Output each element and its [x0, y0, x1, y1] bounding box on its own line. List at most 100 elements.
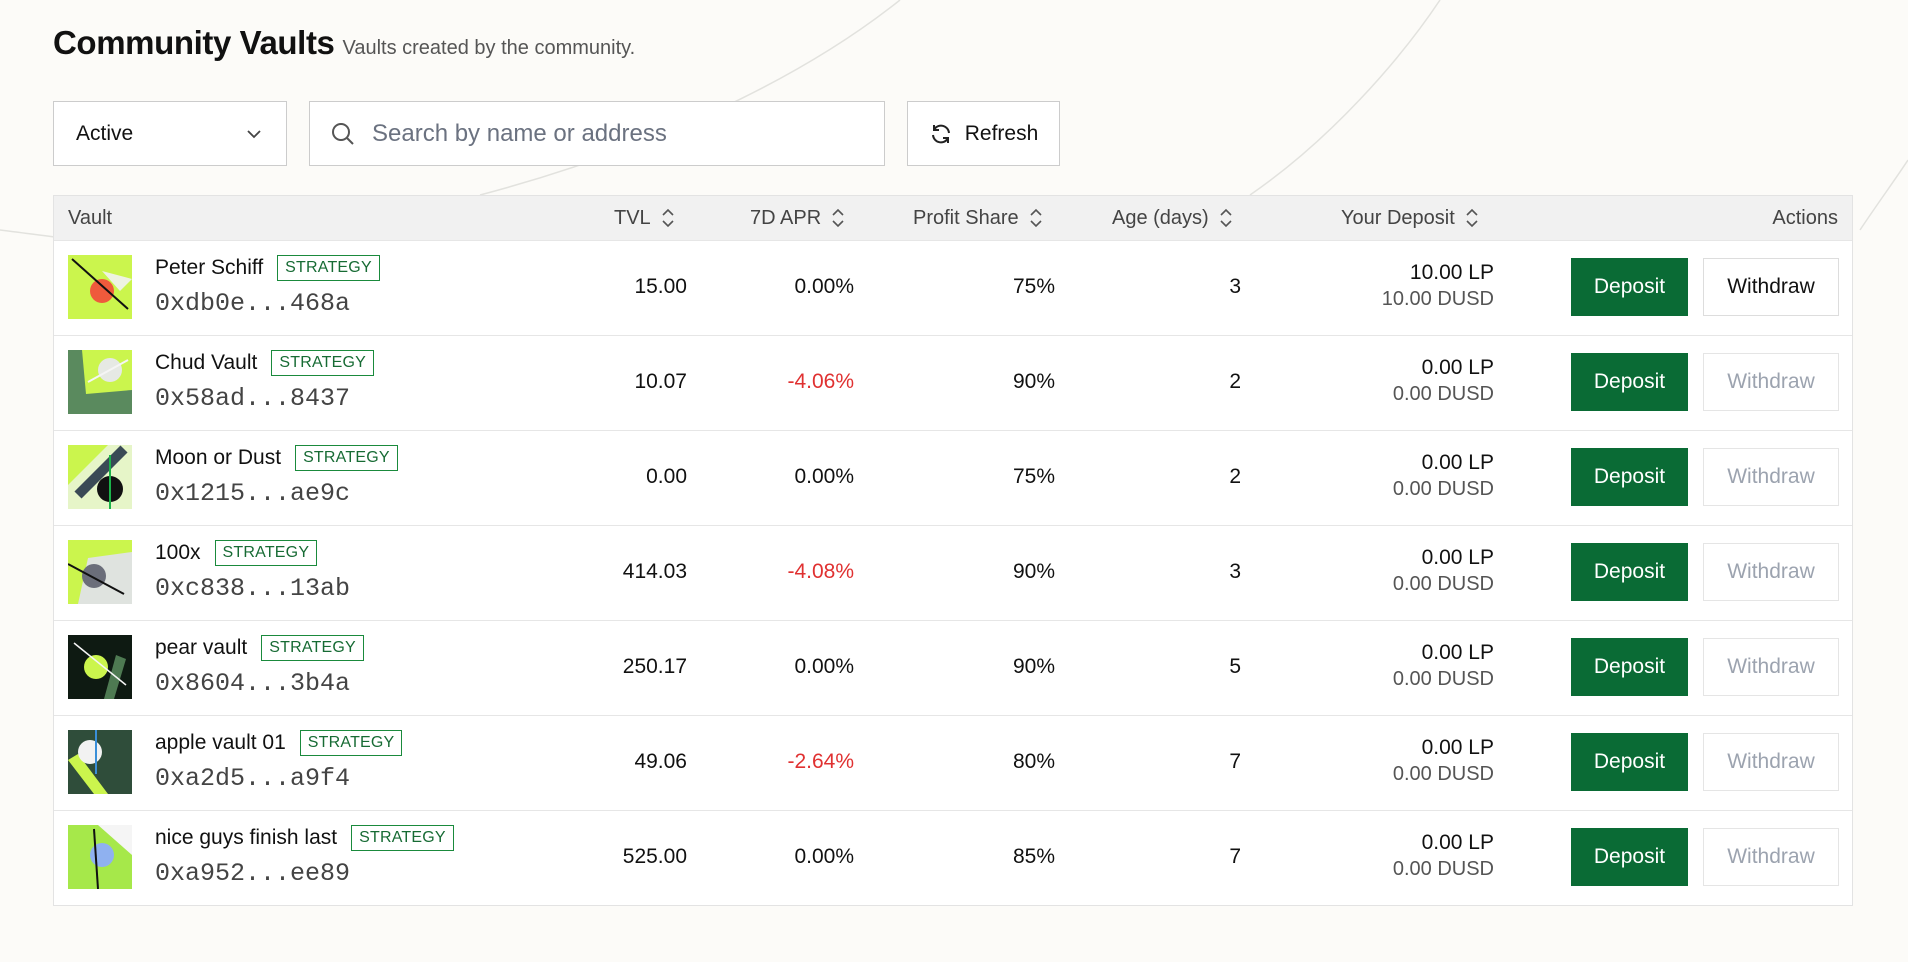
search-icon — [332, 122, 354, 145]
strategy-badge: STRATEGY — [295, 445, 398, 471]
tvl-value: 525.00 — [622, 845, 687, 868]
table-row: nice guys finish last STRATEGY 0xa952...e… — [54, 810, 1852, 905]
deposit-usd-value: 0.00 DUSD — [1392, 668, 1494, 690]
refresh-button[interactable]: Refresh — [907, 101, 1060, 166]
apr-value: 0.00% — [794, 275, 854, 298]
search-input[interactable] — [372, 119, 852, 148]
strategy-badge: STRATEGY — [277, 255, 380, 281]
vault-avatar — [68, 445, 132, 509]
profit-share-value: 90% — [1012, 370, 1055, 393]
deposit-button[interactable]: Deposit — [1571, 828, 1688, 886]
vault-avatar — [68, 350, 132, 414]
vault-avatar — [68, 730, 132, 794]
column-apr[interactable]: 7D APR — [750, 207, 845, 230]
withdraw-button[interactable]: Withdraw — [1703, 448, 1839, 506]
deposit-button[interactable]: Deposit — [1571, 543, 1688, 601]
status-filter-select[interactable]: Active — [53, 101, 287, 166]
deposit-usd-value: 0.00 DUSD — [1392, 478, 1494, 500]
deposit-button[interactable]: Deposit — [1571, 638, 1688, 696]
table-row: Moon or Dust STRATEGY 0x1215...ae9c 0.00 … — [54, 430, 1852, 525]
table-header: Vault TVL 7D APR Profit Share Age (days)… — [54, 196, 1852, 240]
deposit-usd-value: 0.00 DUSD — [1392, 858, 1494, 880]
tvl-value: 49.06 — [634, 750, 687, 773]
chevron-down-icon — [247, 129, 261, 138]
search-box — [309, 101, 885, 166]
deposit-lp-value: 0.00 LP — [1421, 736, 1494, 759]
vault-address: 0x8604...3b4a — [155, 669, 351, 698]
withdraw-button[interactable]: Withdraw — [1703, 258, 1839, 316]
profit-share-value: 85% — [1012, 845, 1055, 868]
deposit-lp-value: 0.00 LP — [1421, 356, 1494, 379]
apr-value: -4.08% — [787, 560, 854, 583]
vault-name[interactable]: nice guys finish last — [155, 826, 338, 849]
sort-icon — [1030, 208, 1042, 228]
vaults-table: Vault TVL 7D APR Profit Share Age (days)… — [53, 195, 1853, 906]
deposit-usd-value: 0.00 DUSD — [1392, 573, 1494, 595]
deposit-lp-value: 0.00 LP — [1421, 831, 1494, 854]
table-row: pear vault STRATEGY 0x8604...3b4a 250.17 … — [54, 620, 1852, 715]
status-filter-value: Active — [76, 121, 134, 145]
profit-share-value: 90% — [1012, 655, 1055, 678]
profit-share-value: 80% — [1012, 750, 1055, 773]
age-value: 7 — [1229, 750, 1241, 773]
strategy-badge: STRATEGY — [214, 540, 318, 566]
apr-value: -4.06% — [787, 370, 854, 393]
sort-icon — [1466, 208, 1478, 228]
deposit-button[interactable]: Deposit — [1571, 733, 1688, 791]
withdraw-button[interactable]: Withdraw — [1703, 828, 1839, 886]
column-age[interactable]: Age (days) — [1112, 207, 1233, 230]
withdraw-button[interactable]: Withdraw — [1703, 543, 1839, 601]
age-value: 2 — [1229, 465, 1241, 488]
strategy-badge: STRATEGY — [299, 730, 403, 756]
vault-avatar — [68, 540, 132, 604]
withdraw-button[interactable]: Withdraw — [1703, 733, 1839, 791]
deposit-usd-value: 10.00 DUSD — [1381, 288, 1494, 310]
table-row: apple vault 01 STRATEGY 0xa2d5...a9f4 49.… — [54, 715, 1852, 810]
deposit-button[interactable]: Deposit — [1571, 258, 1688, 316]
withdraw-button[interactable]: Withdraw — [1703, 353, 1839, 411]
strategy-badge: STRATEGY — [271, 350, 375, 376]
age-value: 5 — [1229, 655, 1241, 678]
vault-address: 0xc838...13ab — [155, 574, 351, 603]
vault-name[interactable]: 100x — [155, 541, 201, 564]
deposit-lp-value: 0.00 LP — [1421, 641, 1494, 664]
profit-share-value: 90% — [1012, 560, 1055, 583]
tvl-value: 250.17 — [622, 655, 687, 678]
vault-name[interactable]: Moon or Dust — [155, 446, 282, 469]
apr-value: 0.00% — [794, 465, 854, 488]
page-subtitle: Vaults created by the community. — [342, 37, 636, 59]
deposit-lp-value: 0.00 LP — [1421, 546, 1494, 569]
vault-name[interactable]: Peter Schiff — [155, 256, 264, 279]
age-value: 7 — [1229, 845, 1241, 868]
tvl-value: 10.07 — [634, 370, 687, 393]
deposit-lp-value: 10.00 LP — [1409, 261, 1494, 284]
tvl-value: 414.03 — [622, 560, 687, 583]
column-actions: Actions — [1772, 206, 1838, 229]
vault-name[interactable]: Chud Vault — [155, 351, 258, 374]
column-your-deposit[interactable]: Your Deposit — [1341, 207, 1479, 230]
deposit-button[interactable]: Deposit — [1571, 448, 1688, 506]
strategy-badge: STRATEGY — [261, 635, 364, 661]
column-profit-share[interactable]: Profit Share — [913, 207, 1043, 230]
refresh-icon — [931, 124, 950, 143]
vault-name[interactable]: apple vault 01 — [155, 731, 286, 754]
withdraw-button[interactable]: Withdraw — [1703, 638, 1839, 696]
vault-address: 0xa952...ee89 — [155, 859, 351, 888]
table-row: 100x STRATEGY 0xc838...13ab 414.03 -4.08%… — [54, 525, 1852, 620]
deposit-lp-value: 0.00 LP — [1421, 451, 1494, 474]
vault-address: 0xa2d5...a9f4 — [155, 764, 351, 793]
vault-name[interactable]: pear vault — [155, 636, 248, 659]
strategy-badge: STRATEGY — [351, 825, 454, 851]
column-tvl[interactable]: TVL — [614, 207, 675, 230]
deposit-usd-value: 0.00 DUSD — [1392, 763, 1494, 785]
apr-value: 0.00% — [794, 845, 854, 868]
age-value: 3 — [1229, 275, 1241, 298]
apr-value: -2.64% — [787, 750, 854, 773]
toolbar: Active Refresh — [53, 101, 1060, 166]
deposit-button[interactable]: Deposit — [1571, 353, 1688, 411]
age-value: 3 — [1229, 560, 1241, 583]
tvl-value: 15.00 — [634, 275, 687, 298]
sort-icon — [832, 208, 844, 228]
refresh-label: Refresh — [964, 121, 1039, 145]
table-row: Chud Vault STRATEGY 0x58ad...8437 10.07 -… — [54, 335, 1852, 430]
